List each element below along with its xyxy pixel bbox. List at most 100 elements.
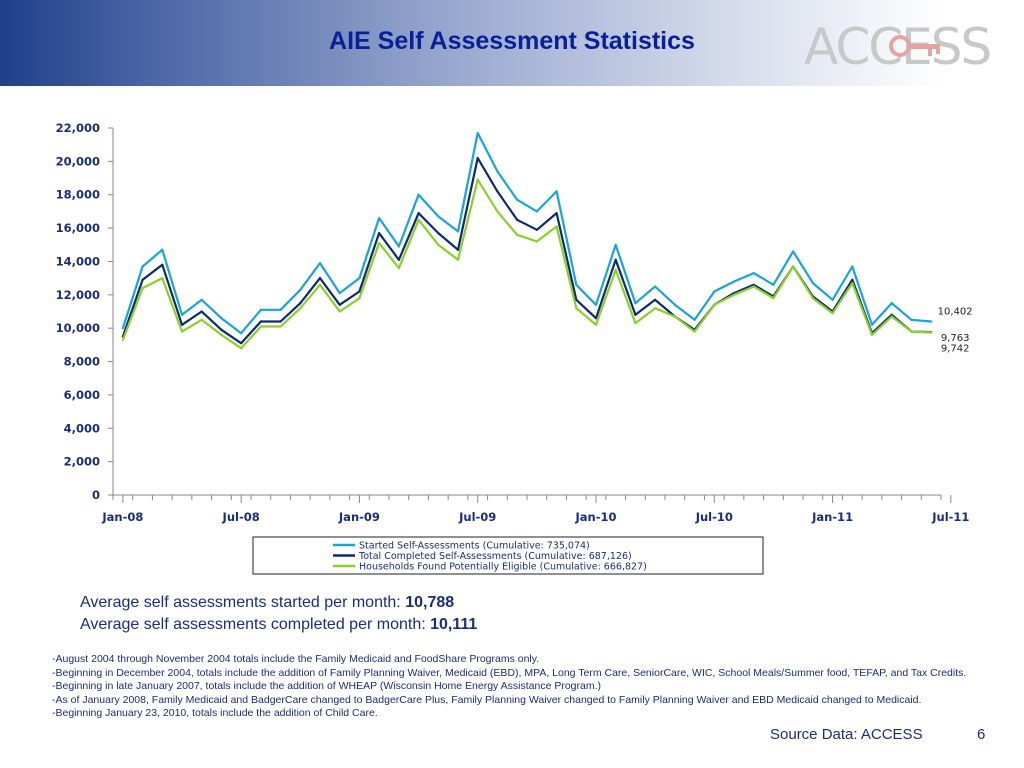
data-point (259, 308, 262, 311)
y-tick-label: 12,000 (56, 288, 100, 302)
footnotes: -August 2004 through November 2004 total… (52, 653, 982, 721)
data-point (397, 245, 400, 248)
data-point (299, 302, 302, 305)
data-point (161, 263, 164, 266)
data-point (535, 210, 538, 213)
data-point (200, 318, 203, 321)
data-point (476, 156, 479, 160)
data-point (870, 323, 874, 326)
data-point (575, 283, 578, 286)
data-point (811, 297, 814, 300)
data-point (555, 190, 558, 193)
data-point (299, 307, 302, 310)
y-tick-label: 18,000 (56, 188, 100, 202)
data-point (318, 262, 322, 265)
data-point (535, 240, 538, 243)
line-chart: 0 2,000 4,000 6,000 8,000 10,000 12,000 14,000 1… (56, 121, 973, 575)
data-point (397, 267, 400, 270)
averages: Average self assessments started per mon… (80, 592, 477, 636)
x-tick-label: Jan-10 (574, 510, 616, 524)
footnote: -As of January 2008, Family Medicaid and… (52, 693, 922, 706)
data-point (654, 307, 657, 310)
data-point (456, 248, 460, 251)
data-point (279, 320, 282, 323)
data-point (240, 332, 243, 335)
data-point (792, 265, 795, 268)
data-point (732, 293, 736, 296)
y-tick-label: 2,000 (64, 455, 100, 469)
data-point (851, 282, 854, 285)
legend-label: Started Self-Assessments (Cumulative: 73… (359, 541, 590, 552)
data-point (180, 323, 184, 326)
data-point (378, 216, 381, 220)
average-completed-value: 10,111 (430, 616, 478, 633)
data-point (141, 278, 144, 281)
data-point (240, 342, 243, 345)
data-point (535, 228, 538, 231)
series-line (121, 156, 932, 345)
y-tick-label: 10,000 (56, 321, 100, 335)
data-point (732, 280, 736, 283)
data-point (634, 313, 637, 316)
average-started-value: 10,788 (405, 594, 455, 611)
data-point (772, 283, 775, 286)
data-point (161, 277, 164, 280)
y-tick-label: 22,000 (56, 121, 100, 135)
series-line (121, 131, 932, 335)
average-completed: Average self assessments completed per m… (80, 616, 478, 633)
data-point (831, 312, 834, 315)
y-tick-label: 16,000 (56, 221, 100, 235)
data-point (240, 347, 243, 350)
footnote: -Beginning in December 2004, totals incl… (52, 666, 967, 679)
data-point (161, 248, 164, 251)
data-point (555, 211, 558, 215)
data-point (752, 283, 755, 286)
data-point (259, 325, 262, 328)
data-point (614, 258, 617, 261)
legend-label: Total Completed Self-Assessments (Cumula… (358, 551, 632, 562)
data-point (220, 317, 223, 320)
data-point (890, 313, 893, 316)
data-point (851, 265, 854, 268)
data-point (200, 310, 203, 313)
data-point (417, 218, 420, 221)
logo-text: ACCESS (804, 18, 990, 76)
data-point (496, 210, 499, 213)
x-tick-label: Jul-08 (222, 510, 260, 524)
data-point (456, 230, 460, 233)
data-point (654, 285, 657, 288)
data-point (634, 302, 637, 305)
data-point (358, 277, 361, 280)
footnote: -Beginning in late January 2007, totals … (52, 680, 601, 693)
data-point (870, 333, 874, 336)
data-point (476, 178, 479, 181)
x-tick-label: Jul-09 (458, 510, 496, 524)
data-point (614, 268, 617, 271)
data-label: 9,763 (941, 333, 970, 344)
data-point (417, 193, 420, 196)
data-point (180, 330, 184, 333)
data-point (594, 323, 598, 326)
data-point (496, 170, 499, 173)
y-tick-label: 6,000 (64, 388, 100, 402)
data-point (437, 215, 440, 218)
header-banner (0, 0, 1024, 86)
data-point (831, 298, 834, 301)
data-point (713, 303, 716, 306)
x-tick-label: Jan-11 (811, 510, 853, 524)
data-point (594, 303, 598, 306)
data-point (378, 242, 381, 245)
y-tick-label: 14,000 (56, 254, 100, 268)
data-point (358, 297, 361, 300)
data-point (614, 243, 617, 246)
data-point (476, 131, 479, 135)
data-point (811, 282, 814, 285)
data-point (890, 302, 893, 305)
data-point (693, 318, 696, 321)
data-point (910, 318, 913, 321)
y-tick-label: 8,000 (64, 355, 100, 369)
data-point (279, 325, 282, 328)
data-point (555, 225, 558, 228)
data-point (792, 250, 795, 253)
data-point (693, 330, 696, 333)
